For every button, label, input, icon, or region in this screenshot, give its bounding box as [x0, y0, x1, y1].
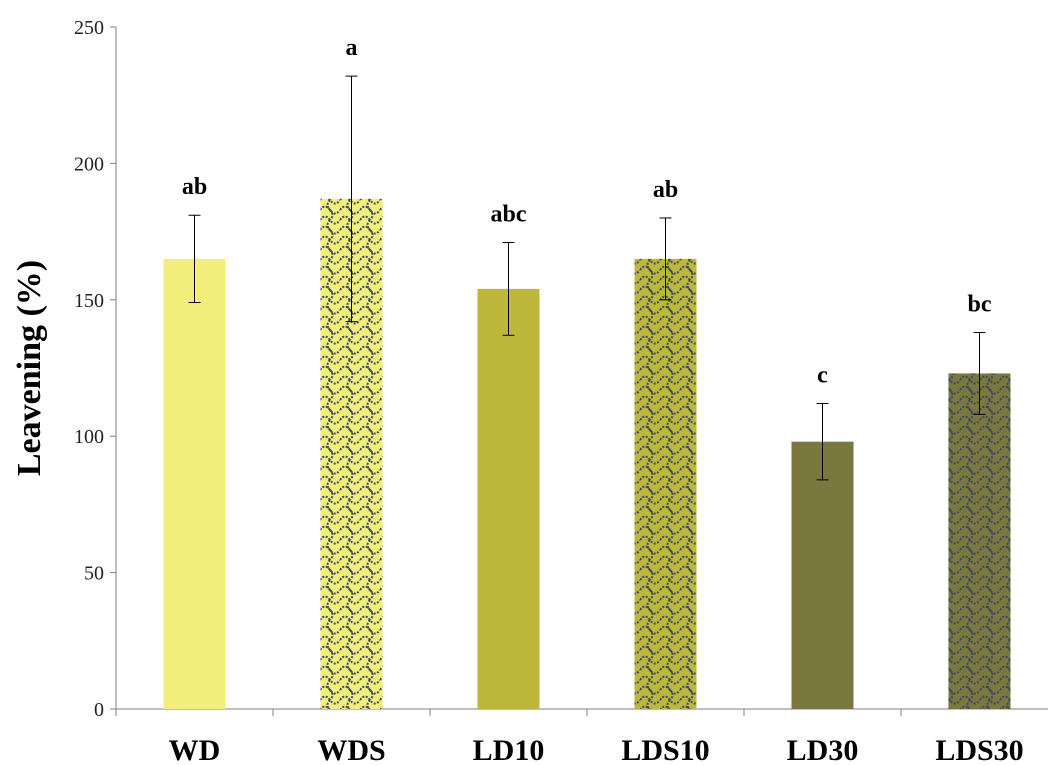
- y-tick-label: 200: [74, 153, 104, 175]
- bars: [163, 75, 1011, 709]
- bar-LD10: [477, 288, 540, 709]
- x-tick-label-LD30: LD30: [787, 734, 859, 765]
- x-tick-label-LD10: LD10: [473, 734, 545, 765]
- bar-pattern-LDS10: [634, 258, 697, 709]
- significance-letter-LD30: c: [817, 362, 828, 388]
- bar-LD30: [791, 441, 854, 709]
- significance-letter-WDS: a: [346, 35, 358, 61]
- y-tick-label: 50: [84, 563, 104, 585]
- y-tick-label: 150: [74, 290, 104, 312]
- significance-letter-LD10: abc: [491, 202, 527, 228]
- x-tick-label-LDS10: LDS10: [621, 734, 709, 765]
- x-tick-label-WD: WD: [169, 734, 221, 765]
- bar-WD: [163, 258, 226, 709]
- labels: ab WD a WDS abc LD10 ab LDS10 c LD30 bc LDS30: [169, 35, 1024, 765]
- significance-letter-WD: ab: [182, 174, 207, 200]
- y-tick-label: 0: [94, 699, 104, 721]
- significance-letter-LDS10: ab: [653, 177, 678, 203]
- y-tick-label: 250: [74, 17, 104, 39]
- x-tick-label-LDS30: LDS30: [935, 734, 1023, 765]
- x-tick-label-WDS: WDS: [317, 734, 385, 765]
- axes: 0 50 100 150 200 250: [74, 17, 1048, 721]
- y-tick-label: 100: [74, 426, 104, 448]
- significance-letter-LDS30: bc: [968, 292, 992, 318]
- bar-pattern-LDS30: [948, 373, 1011, 709]
- y-axis-title: Leavening (%): [11, 260, 48, 476]
